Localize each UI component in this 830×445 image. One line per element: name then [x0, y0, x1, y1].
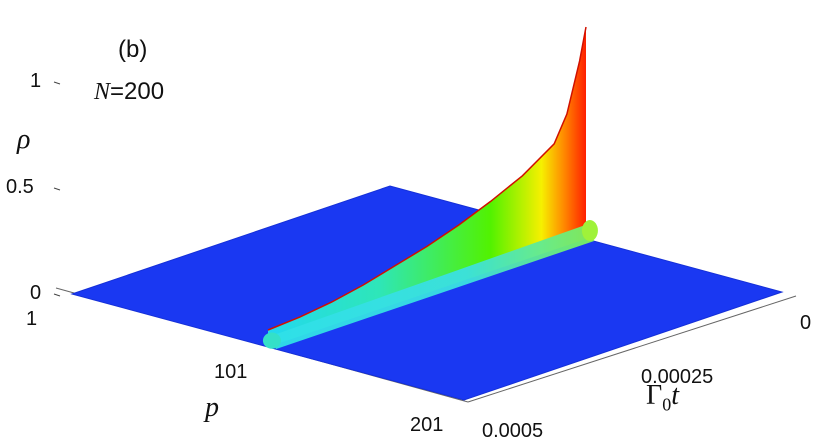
z-tick-mark	[53, 293, 61, 297]
rho-axis-label: ρ	[17, 124, 31, 155]
time-variable: t	[671, 380, 679, 411]
time-axis-label: Γ0t	[646, 380, 679, 416]
time-axis-line	[467, 295, 797, 403]
ridge-crest	[267, 26, 587, 331]
ridge-shoulder	[275, 222, 594, 350]
p-tick-label: 101	[214, 361, 248, 383]
p-tick-label: 201	[410, 414, 444, 436]
t-tick-label: 0.00025	[641, 366, 714, 388]
n-value: =200	[110, 78, 165, 105]
t-tick-label: 0.0005	[482, 420, 544, 442]
z-tick-label: 0	[30, 282, 42, 304]
panel-label: (b)	[118, 36, 148, 63]
n-symbol: N	[94, 79, 111, 105]
z-tick-mark	[53, 187, 61, 191]
p-axis-label: p	[205, 392, 219, 423]
z-tick-mark	[53, 81, 61, 85]
gamma-subscript: 0	[662, 394, 672, 415]
p-tick-label: 1	[26, 308, 38, 330]
z-tick-label: 1	[30, 70, 42, 92]
t-tick-label: 0	[800, 312, 812, 334]
gamma-symbol: Γ	[646, 380, 663, 411]
z-tick-label: 0.5	[6, 176, 34, 198]
ridge-end-back	[581, 220, 598, 242]
ridge-end-front	[262, 332, 281, 349]
n-annotation: N=200	[94, 78, 164, 106]
